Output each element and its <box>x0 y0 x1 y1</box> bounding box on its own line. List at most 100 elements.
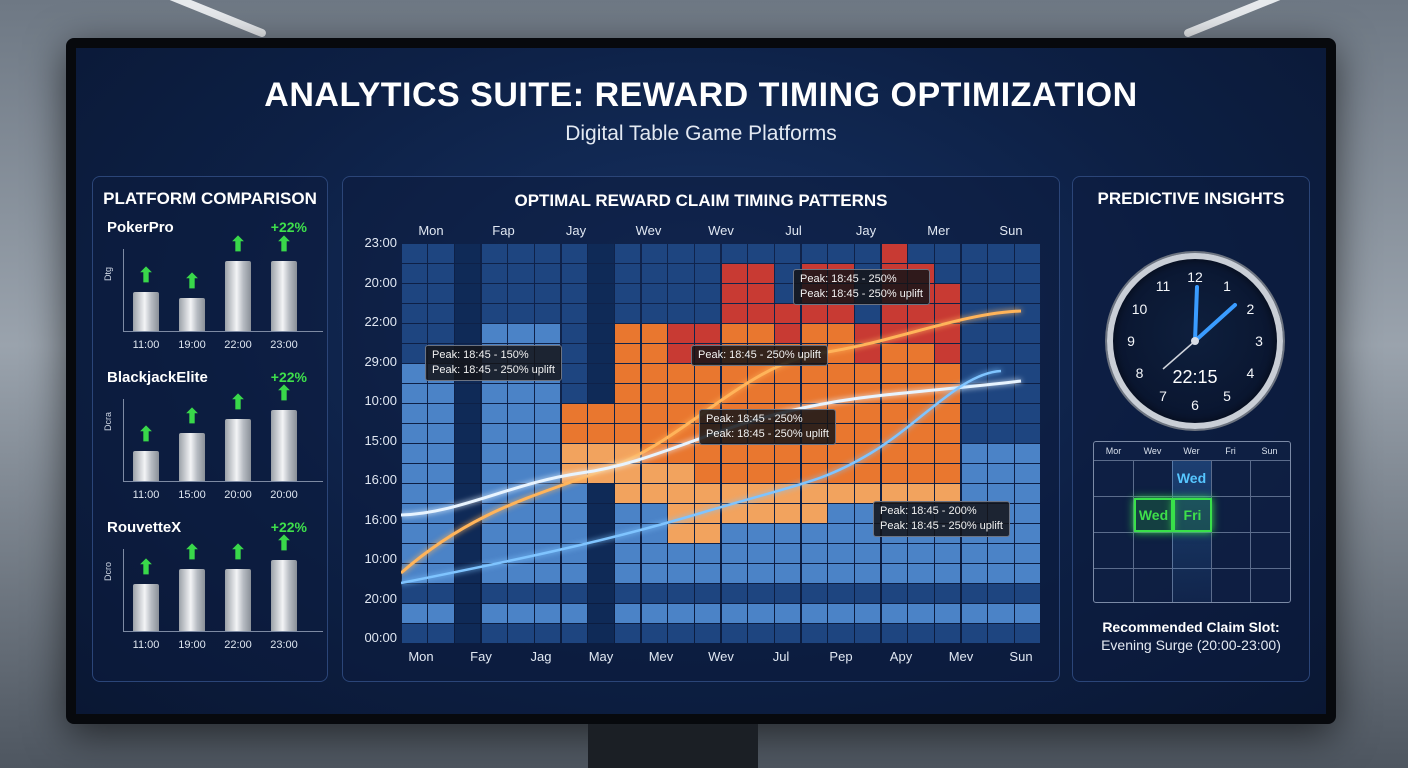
heatmap-cell <box>828 583 854 603</box>
platform-y-label: Dtg <box>103 266 113 281</box>
heatmap-cell <box>508 583 534 603</box>
heatmap-cell <box>828 623 854 643</box>
heatmap-cell <box>534 503 561 523</box>
clock-minute-hand <box>1193 303 1237 343</box>
monitor-frame: ANALYTICS SUITE: REWARD TIMING OPTIMIZAT… <box>66 38 1336 724</box>
heatmap-cell <box>588 283 614 303</box>
heatmap-cell <box>614 363 641 383</box>
heatmap-cell <box>774 583 801 603</box>
heatmap-cell <box>854 303 881 323</box>
heatmap-cell <box>428 323 454 343</box>
heatmap-cell <box>961 263 988 283</box>
heatmap-top-label: Wev <box>708 223 734 238</box>
heatmap-cell <box>988 423 1014 443</box>
heatmap-cell <box>721 523 748 543</box>
heatmap-cell <box>1014 483 1041 503</box>
heatmap-cell <box>748 303 774 323</box>
orange-trend-line <box>401 309 1022 575</box>
monitor-stand <box>588 724 758 768</box>
heatmap-cell <box>774 483 801 503</box>
heatmap-cell <box>508 563 534 583</box>
heatmap-cell <box>748 603 774 623</box>
heatmap-cell <box>641 343 668 363</box>
heatmap-cell <box>454 383 481 403</box>
heatmap-cell <box>454 603 481 623</box>
heatmap-cell <box>1014 583 1041 603</box>
heatmap-cell <box>508 283 534 303</box>
heatmap-cell <box>801 503 828 523</box>
heatmap-cell <box>934 623 961 643</box>
heatmap-top-label: Mer <box>927 223 950 238</box>
peak-line-2: Peak: 18:45 - 250% uplift <box>800 288 923 300</box>
heatmap-cell <box>481 323 508 343</box>
heatmap-cell <box>561 263 588 283</box>
heatmap-cell <box>641 603 668 623</box>
heatmap-cell <box>881 543 908 563</box>
heatmap-cell <box>1014 563 1041 583</box>
heatmap-cell <box>508 383 534 403</box>
heatmap-cell <box>908 383 934 403</box>
platform-change: +22% <box>270 369 307 385</box>
dashboard-screen: ANALYTICS SUITE: REWARD TIMING OPTIMIZAT… <box>76 48 1326 714</box>
heatmap-cell <box>988 603 1014 623</box>
heatmap-cell <box>828 543 854 563</box>
heatmap-cell <box>668 543 694 563</box>
heatmap-cell <box>401 283 428 303</box>
heatmap-cell <box>988 443 1014 463</box>
heatmap-cell <box>774 303 801 323</box>
heatmap-bottom-label: Mon <box>408 649 434 664</box>
heatmap-cell <box>694 583 721 603</box>
heatmap-cell <box>588 623 614 643</box>
heatmap-cell <box>588 583 614 603</box>
heatmap-cell <box>641 463 668 483</box>
platform-x-tick: 15:00 <box>178 489 206 501</box>
platform-x-tick: 11:00 <box>132 489 160 501</box>
heatmap-cell <box>641 503 668 523</box>
heatmap-cell <box>881 343 908 363</box>
heatmap-cell <box>401 463 428 483</box>
heatmap-cell <box>668 483 694 503</box>
heatmap-cell <box>854 543 881 563</box>
heatmap-cell <box>854 483 881 503</box>
heatmap-cell <box>774 503 801 523</box>
heatmap-cell <box>1014 243 1041 263</box>
calendar-divider <box>1094 496 1290 497</box>
heatmap-cell <box>508 503 534 523</box>
heatmap-cell <box>694 283 721 303</box>
heatmap-cell <box>454 323 481 343</box>
heatmap-y-label: 22:00 <box>364 314 397 329</box>
heatmap-cell <box>721 243 748 263</box>
heatmap-cell <box>641 323 668 343</box>
heatmap-cell <box>508 323 534 343</box>
heatmap-cell <box>854 243 881 263</box>
heatmap-cell <box>534 623 561 643</box>
heatmap-cell <box>668 303 694 323</box>
heatmap-bottom-label: Pep <box>829 649 853 664</box>
heatmap-cell <box>534 423 561 443</box>
heatmap-cell <box>934 603 961 623</box>
heatmap-cell <box>401 363 428 383</box>
heatmap-cell <box>588 363 614 383</box>
up-arrow-icon: ⬆ <box>183 271 201 293</box>
heatmap-cell <box>748 463 774 483</box>
heatmap-cell <box>854 323 881 343</box>
platform-name: PokerPro <box>107 219 174 236</box>
heatmap-cell <box>881 563 908 583</box>
heatmap-cell <box>721 463 748 483</box>
heatmap-cell <box>508 623 534 643</box>
heatmap-panel: OPTIMAL REWARD CLAIM TIMING PATTERNS Mon… <box>342 176 1060 682</box>
heatmap-cell <box>454 583 481 603</box>
heatmap-cell <box>668 623 694 643</box>
heatmap-cell <box>401 603 428 623</box>
platform-bar <box>179 569 205 631</box>
heatmap-cell <box>748 323 774 343</box>
heatmap-cell <box>934 243 961 263</box>
heatmap-cell <box>641 543 668 563</box>
calendar-header: Wev <box>1143 446 1162 456</box>
platform-bar <box>133 584 159 631</box>
heatmap-cell <box>641 243 668 263</box>
peak-annotation: Peak: 18:45 - 150% Peak: 18:45 - 250% upl… <box>425 345 562 381</box>
heatmap-cell <box>1014 443 1041 463</box>
heatmap-top-label: Sun <box>999 223 1023 238</box>
heatmap-cell <box>1014 343 1041 363</box>
